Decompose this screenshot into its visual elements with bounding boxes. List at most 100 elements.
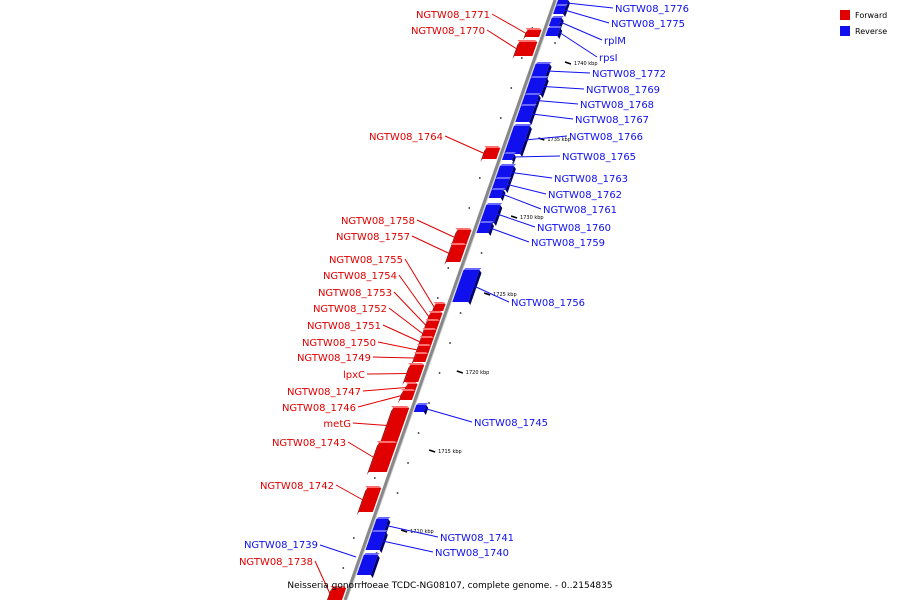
label-ngtw08-1753[interactable]: NGTW08_1753 — [318, 288, 392, 299]
gene-ngtw08-1768[interactable] — [520, 93, 541, 109]
label-ngtw08-1750[interactable]: NGTW08_1750 — [302, 338, 376, 349]
gene-lpxc[interactable] — [402, 363, 425, 385]
label-ngtw08-1776[interactable]: NGTW08_1776 — [615, 4, 689, 15]
gene-ngtw08-1770[interactable] — [512, 40, 538, 59]
gene-ngtw08-1756[interactable] — [452, 268, 482, 305]
genome-caption: Neisseria gonorrhoeae TCDC-NG08107, comp… — [287, 581, 612, 591]
gene-ngtw08-1762[interactable] — [491, 177, 512, 193]
gene-ngtw08-1760[interactable] — [479, 203, 503, 226]
gene-ngtw08-1761[interactable] — [488, 188, 506, 201]
gene-ngtw08-1742[interactable] — [356, 486, 382, 515]
label-ngtw08-1760[interactable]: NGTW08_1760 — [537, 223, 611, 234]
gene-metg[interactable] — [378, 406, 410, 446]
gene-body — [548, 18, 562, 26]
label-ngtw08-1742[interactable]: NGTW08_1742 — [260, 481, 334, 492]
label-ngtw08-1762[interactable]: NGTW08_1762 — [548, 190, 622, 201]
label-ngtw08-1763[interactable]: NGTW08_1763 — [554, 174, 628, 185]
gene-highlight — [414, 352, 429, 354]
label-ngtw08-1759[interactable]: NGTW08_1759 — [531, 238, 605, 249]
label-ngtw08-1755[interactable]: NGTW08_1755 — [329, 255, 403, 266]
axis-dot — [459, 312, 462, 314]
label-ngtw08-1757[interactable]: NGTW08_1757 — [336, 232, 410, 243]
label-ngtw08-1754[interactable]: NGTW08_1754 — [323, 271, 397, 282]
gene-body — [530, 64, 550, 78]
gene-ngtw08-1766[interactable] — [504, 124, 532, 157]
label-ngtw08-1761[interactable]: NGTW08_1761 — [543, 205, 617, 216]
gene-body — [553, 6, 566, 14]
label-ngtw08-1775[interactable]: NGTW08_1775 — [611, 19, 685, 30]
label-ngtw08-1770[interactable]: NGTW08_1770 — [411, 26, 485, 37]
gene-ngtw08-1769[interactable] — [524, 76, 549, 98]
gene-ngtw08-1740[interactable] — [365, 530, 388, 553]
gene-body — [452, 270, 480, 302]
gene-body — [365, 532, 386, 550]
gene-rplm[interactable] — [548, 16, 564, 29]
label-ngtw08-1738[interactable]: NGTW08_1738 — [239, 557, 313, 568]
label-ngtw08-1758[interactable]: NGTW08_1758 — [341, 216, 415, 227]
gene-ngtw08-1743[interactable] — [366, 441, 397, 475]
label-ngtw08-1749[interactable]: NGTW08_1749 — [297, 353, 371, 364]
label-ngtw08-1767[interactable]: NGTW08_1767 — [575, 115, 649, 126]
gene-body — [371, 519, 389, 532]
gene-body — [524, 78, 547, 95]
label-ngtw08-1751[interactable]: NGTW08_1751 — [307, 321, 381, 332]
label-ngtw08-1771[interactable]: NGTW08_1771 — [416, 10, 490, 21]
gene-ngtw08-1755[interactable] — [431, 302, 446, 314]
gene-highlight — [520, 104, 537, 106]
gene-ngtw08-1771[interactable] — [523, 28, 542, 40]
label-metg[interactable]: metG — [323, 419, 351, 430]
leader-line — [377, 341, 418, 351]
label-ngtw08-1769[interactable]: NGTW08_1769 — [586, 85, 660, 96]
leader-line — [490, 227, 530, 243]
gene-ngtw08-1746[interactable] — [398, 389, 416, 403]
label-ngtw08-1747[interactable]: NGTW08_1747 — [287, 387, 361, 398]
axis-dot — [353, 537, 355, 539]
label-ngtw08-1764[interactable]: NGTW08_1764 — [369, 132, 443, 143]
gene-highlight — [548, 26, 563, 28]
gene-body — [482, 148, 501, 159]
gene-ngtw08-1759[interactable] — [476, 221, 494, 236]
leader-line — [398, 274, 430, 318]
gene-ngtw08-1767[interactable] — [515, 104, 537, 125]
label-ngtw08-1745[interactable]: NGTW08_1745 — [474, 418, 548, 429]
label-rplm[interactable]: rplM — [604, 36, 626, 47]
legend-forward-label: Forward — [855, 11, 887, 20]
gene-ngtw08-1765[interactable] — [502, 152, 517, 163]
tick-mark — [400, 529, 408, 533]
label-rpsi[interactable]: rpsI — [599, 53, 618, 64]
label-ngtw08-1739[interactable]: NGTW08_1739 — [244, 540, 318, 551]
gene-shadow — [557, 28, 563, 39]
tick-mark — [564, 61, 572, 65]
gene-ngtw08-1753[interactable] — [422, 319, 440, 333]
gene-ngtw08-1763[interactable] — [495, 164, 516, 182]
gene-shadow — [411, 354, 417, 365]
gene-body — [380, 408, 410, 443]
label-ngtw08-1741[interactable]: NGTW08_1741 — [440, 533, 514, 544]
label-ngtw08-1752[interactable]: NGTW08_1752 — [313, 304, 387, 315]
label-ngtw08-1740[interactable]: NGTW08_1740 — [435, 548, 509, 559]
gene-highlight — [463, 268, 482, 270]
label-ngtw08-1743[interactable]: NGTW08_1743 — [272, 438, 346, 449]
label-ngtw08-1772[interactable]: NGTW08_1772 — [592, 69, 666, 80]
leader-line — [473, 285, 510, 303]
gene-ngtw08-1757[interactable] — [444, 243, 467, 265]
gene-ngtw08-1745[interactable] — [413, 403, 429, 415]
gene-rpsi[interactable] — [545, 26, 563, 39]
leader-line — [362, 387, 407, 392]
label-lpxc[interactable]: lpxC — [343, 370, 365, 381]
gene-highlight — [513, 124, 532, 126]
gene-ngtw08-1775[interactable] — [553, 4, 568, 17]
label-ngtw08-1746[interactable]: NGTW08_1746 — [282, 403, 356, 414]
gene-body — [446, 245, 467, 262]
label-ngtw08-1768[interactable]: NGTW08_1768 — [580, 100, 654, 111]
gene-ngtw08-1758[interactable] — [450, 228, 472, 248]
gene-ngtw08-1749[interactable] — [411, 352, 429, 365]
label-ngtw08-1765[interactable]: NGTW08_1765 — [562, 152, 636, 163]
label-ngtw08-1756[interactable]: NGTW08_1756 — [511, 298, 585, 309]
gene-ngtw08-1764[interactable] — [480, 146, 501, 162]
label-ngtw08-1766[interactable]: NGTW08_1766 — [569, 132, 643, 143]
gene-ngtw08-1739[interactable] — [356, 553, 380, 578]
leader-line — [366, 373, 408, 375]
gene-shadow — [416, 338, 422, 349]
